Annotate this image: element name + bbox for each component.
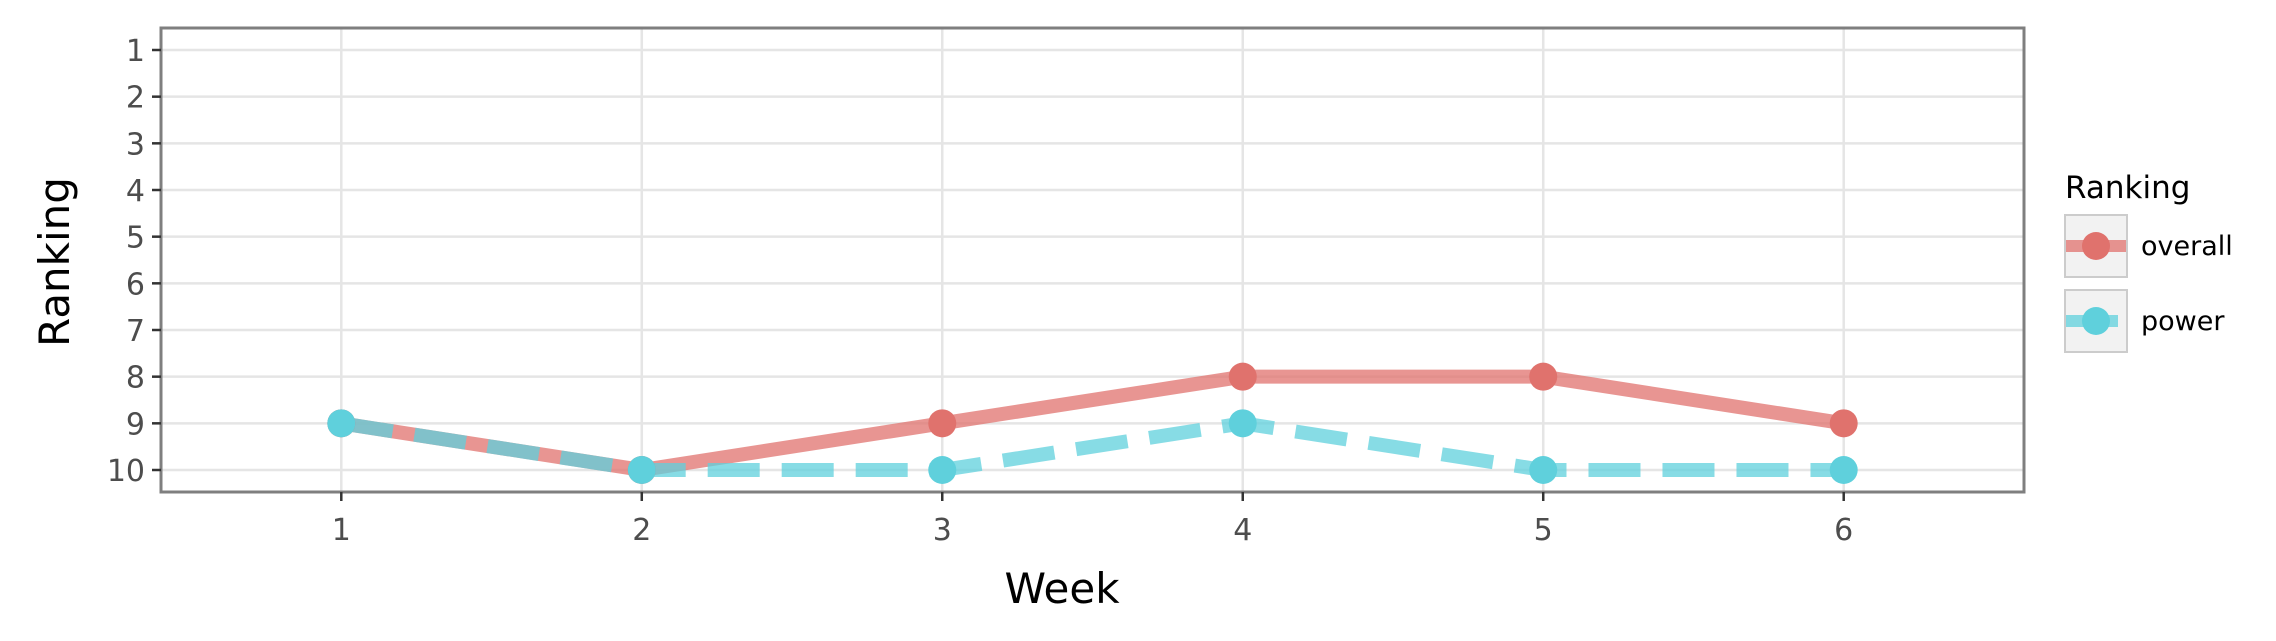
data-point-power (1829, 456, 1858, 484)
legend-key-marker (2082, 232, 2110, 260)
y-tick-label: 3 (126, 127, 145, 162)
x-axis-title: Week (1004, 564, 1120, 613)
y-tick-label: 6 (126, 267, 145, 302)
y-tick-label: 1 (126, 34, 145, 69)
x-tick-label: 5 (1534, 513, 1553, 548)
x-tick-label: 2 (632, 513, 651, 548)
x-tick-label: 3 (933, 513, 952, 548)
legend-key-marker (2082, 307, 2110, 335)
data-point-overall (1829, 409, 1858, 438)
legend-label-power: power (2141, 306, 2225, 337)
legend: Ranking overall power (2064, 170, 2233, 353)
y-axis-title: Ranking (30, 177, 79, 347)
legend-label-overall: overall (2141, 231, 2233, 262)
data-point-overall (928, 409, 957, 438)
y-axis-ticks: 1 2 3 4 5 6 7 8 9 10 (107, 34, 161, 489)
series-layer (327, 362, 1858, 484)
data-point-power (627, 456, 656, 484)
y-tick-label: 2 (126, 81, 145, 116)
data-point-power (327, 409, 356, 438)
data-point-power (928, 456, 957, 484)
x-tick-label: 4 (1233, 513, 1252, 548)
grid-lines (161, 28, 2024, 492)
data-point-overall (1529, 362, 1558, 391)
y-tick-label: 4 (126, 174, 145, 209)
plot-panel (161, 28, 2024, 492)
y-tick-label: 5 (126, 221, 145, 256)
y-tick-label: 9 (126, 407, 145, 442)
x-axis-ticks: 1 2 3 4 5 6 (332, 492, 1853, 548)
legend-title: Ranking (2065, 170, 2190, 206)
plot-border (159, 26, 2026, 494)
series-line-power (340, 416, 1844, 477)
data-point-power (1529, 456, 1558, 484)
data-point-overall (1228, 362, 1257, 391)
data-point-power (1228, 409, 1257, 438)
y-tick-label: 10 (107, 454, 145, 489)
y-tick-label: 7 (126, 314, 145, 349)
x-tick-label: 6 (1834, 513, 1853, 548)
y-tick-label: 8 (126, 361, 145, 396)
x-tick-label: 1 (332, 513, 351, 548)
